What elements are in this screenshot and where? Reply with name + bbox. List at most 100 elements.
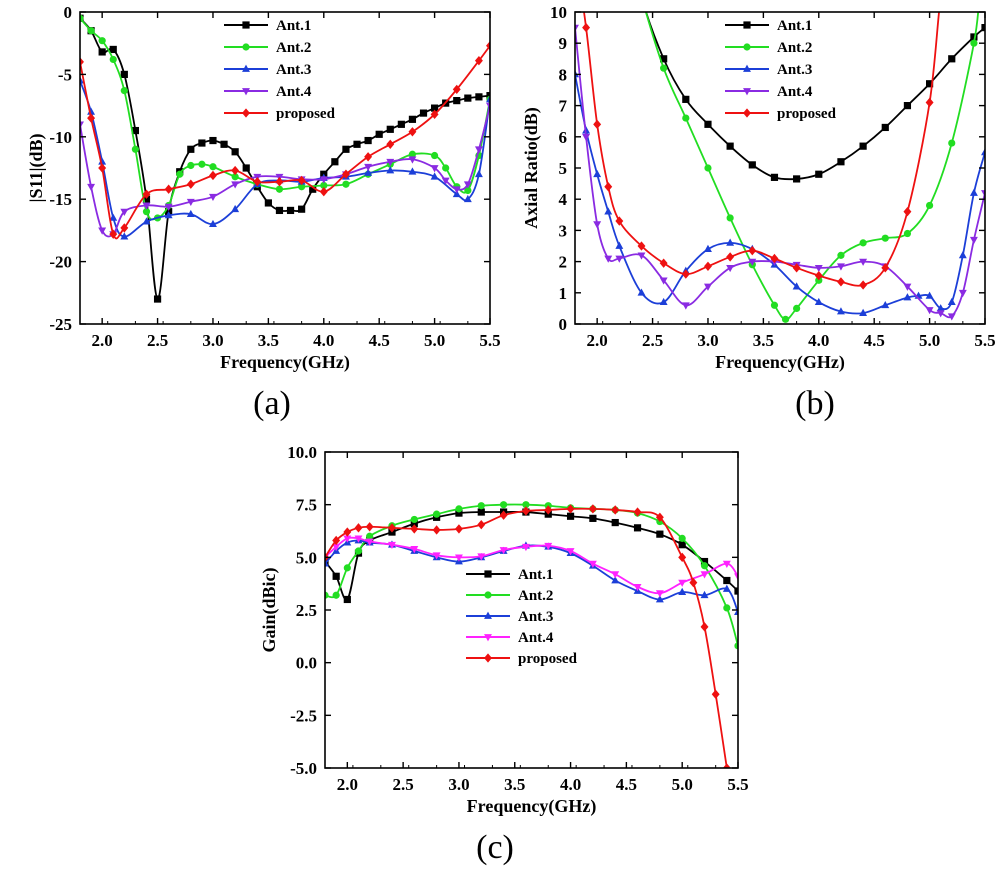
chart-b-legend-label-0: Ant.1 <box>777 18 812 34</box>
chart-b-series-1-point-8 <box>782 316 789 323</box>
chart-b-xtick-label-5: 4.5 <box>864 331 885 350</box>
chart-b-series-1-point-5 <box>727 214 734 221</box>
chart-a-ylabel: |S11|(dB) <box>26 134 47 203</box>
chart-b-series-1-point-15 <box>926 202 933 209</box>
chart-a-series-1-point-1 <box>87 27 94 34</box>
chart-b-ytick-label-8: 8 <box>559 65 568 84</box>
chart-a-series-4-point-11 <box>275 177 283 186</box>
chart-b-series-1-point-13 <box>882 235 889 242</box>
chart-a-xtick-label-3: 3.5 <box>258 331 279 350</box>
chart-b-series-1-point-7 <box>771 302 778 309</box>
chart-a-series-0-point-34 <box>453 97 460 104</box>
chart-a-series-1-point-15 <box>276 186 283 193</box>
chart-b-series-0-point-11 <box>860 143 867 150</box>
chart-a-ytick-label-3: -10 <box>49 128 72 147</box>
chart-c-legend-marker-0 <box>484 570 491 577</box>
chart-c-series-1-point-19 <box>701 562 708 569</box>
chart-a-series-4-point-9 <box>231 166 239 175</box>
chart-a-series-0-point-27 <box>376 131 383 138</box>
chart-a-series-1-point-23 <box>442 164 449 171</box>
chart-c-series-0-point-20 <box>723 577 730 584</box>
chart-b-series-4-point-18 <box>926 98 934 107</box>
chart-b-legend-marker-0 <box>743 21 750 28</box>
chart-c-series-0-point-1 <box>333 573 340 580</box>
chart-a-ytick-label-0: -25 <box>49 315 72 334</box>
chart-c-legend-label-1: Ant.2 <box>518 588 553 604</box>
chart-b-ytick-label-0: 0 <box>559 315 568 334</box>
chart-c-ytick-label-0: -5.0 <box>290 759 317 778</box>
chart-b-ytick-label-9: 9 <box>559 34 568 53</box>
chart-c-series-1-point-18 <box>679 535 686 542</box>
chart-b-series-3-point-18 <box>926 307 934 314</box>
chart-c-series-4-point-15 <box>611 505 619 514</box>
chart-b-series-3-point-21 <box>959 290 967 297</box>
chart-a-series-2-point-21 <box>475 170 483 177</box>
chart-c-series-4-point-4 <box>366 522 374 531</box>
chart-a-series-3-point-22 <box>475 146 483 153</box>
chart-a-series-0-point-20 <box>298 206 305 213</box>
chart-c-xtick-label-1: 2.5 <box>393 775 414 794</box>
chart-a-series-0-point-35 <box>464 95 471 102</box>
chart-a-legend-marker-1 <box>242 43 249 50</box>
chart-a-series-4-point-6 <box>165 185 173 194</box>
chart-b-ytick-label-2: 2 <box>559 253 568 272</box>
chart-a-legend-label-1: Ant.2 <box>276 40 311 56</box>
chart-a-series-line-2 <box>80 81 490 237</box>
chart-a-series-0-point-26 <box>365 137 372 144</box>
chart-b-series-1-point-2 <box>660 65 667 72</box>
chart-a-legend-label-3: Ant.4 <box>276 84 312 100</box>
chart-a-series-0-point-30 <box>409 116 416 123</box>
chart-a-series-0-point-15 <box>243 164 250 171</box>
chart-b-series-1-point-11 <box>837 252 844 259</box>
chart-c-xtick-label-0: 2.0 <box>337 775 358 794</box>
chart-b-series-4-point-2 <box>593 120 601 129</box>
chart-c-series-4-point-9 <box>477 520 485 529</box>
chart-b-xlabel: Frequency(GHz) <box>715 352 845 373</box>
chart-c-ytick-label-1: -2.5 <box>290 706 317 725</box>
chart-b-series-0-point-15 <box>948 55 955 62</box>
chart-a-legend-label-2: Ant.3 <box>276 62 311 78</box>
chart-a-series-4-point-7 <box>187 180 195 189</box>
chart-a-xtick-label-0: 2.0 <box>92 331 113 350</box>
chart-b-series-3-point-2 <box>593 221 601 228</box>
chart-a-series-0-point-25 <box>353 141 360 148</box>
chart-a-series-4-point-16 <box>386 140 394 149</box>
chart-c-legend-label-2: Ant.3 <box>518 609 553 625</box>
chart-c-series-1-point-3 <box>355 547 362 554</box>
chart-a-xtick-label-6: 5.0 <box>424 331 445 350</box>
chart-b-series-2-point-22 <box>959 251 967 258</box>
chart-a-series-1-point-9 <box>176 171 183 178</box>
chart-b-series-4-point-1 <box>582 23 590 32</box>
chart-c-series-1-point-7 <box>433 511 440 518</box>
chart-c-legend-label-4: proposed <box>518 651 578 667</box>
chart-a-series-4-point-15 <box>364 152 372 161</box>
chart-b-series-line-4 <box>575 0 952 286</box>
chart-a-series-0-point-14 <box>232 148 239 155</box>
chart-c-ytick-label-5: 7.5 <box>296 496 317 515</box>
chart-b-series-0-point-6 <box>749 161 756 168</box>
chart-a-series-0-point-23 <box>331 158 338 165</box>
chart-b-series-4-point-6 <box>660 258 668 267</box>
chart-b-series-4-point-15 <box>859 280 867 289</box>
chart-b-series-0-point-3 <box>682 96 689 103</box>
chart-c-series-0-point-14 <box>589 515 596 522</box>
chart-c-series-0-point-17 <box>656 531 663 538</box>
chart-a-xtick-label-4: 4.0 <box>313 331 334 350</box>
chart-a-series-1-point-11 <box>198 161 205 168</box>
chart-b-xtick-label-2: 3.0 <box>697 331 718 350</box>
chart-a-series-1-point-10 <box>187 162 194 169</box>
chart-c-panel-label: (c) <box>476 829 514 866</box>
chart-b-ytick-label-3: 3 <box>559 221 568 240</box>
chart-b-series-0-point-9 <box>815 171 822 178</box>
chart-c-series-4-point-3 <box>355 523 363 532</box>
chart-b-panel-label: (b) <box>795 385 835 422</box>
chart-b-ytick-label-1: 1 <box>559 284 568 303</box>
chart-a-series-1-point-4 <box>121 87 128 94</box>
chart-b-xtick-label-3: 3.5 <box>753 331 774 350</box>
chart-b-xtick-label-7: 5.5 <box>974 331 995 350</box>
